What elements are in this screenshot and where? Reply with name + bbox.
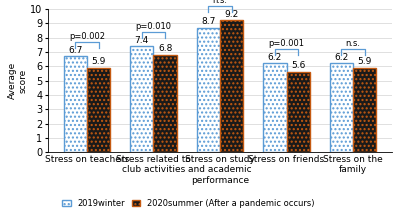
Bar — [87, 68, 110, 152]
Text: 8.7: 8.7 — [201, 17, 216, 26]
Bar — [220, 20, 243, 152]
Bar — [197, 28, 220, 152]
Text: 9.2: 9.2 — [224, 10, 239, 19]
Bar — [130, 46, 154, 152]
Text: 6.2: 6.2 — [268, 53, 282, 62]
Text: 5.9: 5.9 — [91, 57, 106, 66]
Bar — [330, 63, 353, 152]
Text: p=0.002: p=0.002 — [69, 32, 105, 41]
Text: 6.7: 6.7 — [68, 45, 82, 55]
Bar — [64, 56, 87, 152]
Text: p=0.010: p=0.010 — [136, 22, 172, 31]
Text: 7.4: 7.4 — [135, 36, 149, 45]
Bar — [353, 68, 376, 152]
Text: 6.8: 6.8 — [158, 44, 172, 53]
Bar — [154, 55, 177, 152]
Text: n.s.: n.s. — [212, 0, 228, 5]
Text: p=0.001: p=0.001 — [268, 39, 304, 48]
Bar — [263, 63, 286, 152]
Text: 6.2: 6.2 — [334, 53, 348, 62]
Text: 5.6: 5.6 — [291, 61, 305, 70]
Text: n.s.: n.s. — [346, 39, 360, 48]
Legend: 2019winter, 2020summer (After a pandemic occurs): 2019winter, 2020summer (After a pandemic… — [59, 196, 318, 211]
Bar — [286, 72, 310, 152]
Text: 5.9: 5.9 — [358, 57, 372, 66]
Y-axis label: Average
score: Average score — [8, 62, 28, 99]
